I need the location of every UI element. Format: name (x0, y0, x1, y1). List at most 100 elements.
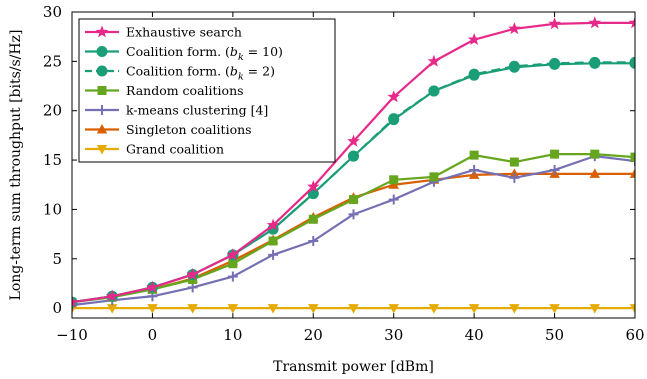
square-marker (550, 149, 560, 159)
series-point (306, 180, 320, 193)
series-point (549, 164, 560, 175)
legend-marker (97, 86, 107, 95)
x-tick-label: 0 (148, 326, 158, 344)
star-marker (146, 280, 159, 293)
legend-marker (96, 65, 108, 77)
legend-marker (97, 105, 107, 115)
triangle-down-marker (549, 304, 560, 314)
legend-label: Grand coalition (126, 142, 224, 157)
series-point (629, 304, 635, 314)
x-tick-label: 60 (625, 326, 644, 344)
series-point (469, 164, 480, 175)
x-tick-label: 10 (223, 326, 242, 344)
legend-item: Exhaustive search (85, 25, 242, 40)
star-marker (186, 267, 199, 280)
star-marker (266, 218, 280, 231)
series-point (268, 249, 279, 260)
y-axis-title: Long-term sum throughput [bits/s/Hz] (8, 30, 24, 301)
plot-frame (71, 11, 636, 319)
circle-marker (468, 69, 480, 81)
circle-marker (549, 58, 561, 70)
square-marker (590, 149, 600, 159)
series-point (147, 304, 158, 314)
legend-item: Singleton coalitions (85, 122, 252, 137)
x-tick-label: 50 (545, 326, 564, 344)
triangle-down-marker (509, 304, 520, 314)
star-marker (467, 32, 481, 46)
legend-label: Coalition form. (bk = 2) (126, 64, 275, 83)
series-point (629, 57, 635, 69)
series-point (589, 168, 600, 178)
triangle-down-marker (348, 304, 359, 314)
triangle-down-marker (96, 145, 108, 155)
series-point (469, 150, 479, 160)
square-marker (97, 86, 107, 95)
series-point (308, 304, 319, 314)
series-point (226, 248, 240, 261)
triangle-down-marker (267, 304, 279, 314)
star-marker (628, 16, 635, 29)
series-point (549, 58, 561, 70)
legend-label: Random coalitions (126, 83, 244, 98)
series-point (629, 168, 635, 178)
y-tick-label: 25 (43, 52, 62, 70)
star-marker (72, 295, 79, 308)
triangle-down-marker (589, 304, 600, 314)
legend-label: Coalition form. (bk = 10) (126, 44, 283, 63)
triangle-down-marker (187, 304, 198, 314)
series-point (348, 209, 359, 220)
series-point (588, 16, 602, 29)
square-marker (630, 152, 635, 162)
series-point (427, 54, 441, 67)
y-tick-label: 0 (52, 299, 62, 317)
series-point (509, 304, 520, 314)
circle-marker (388, 114, 400, 126)
series-point (467, 32, 481, 46)
series-point (428, 304, 440, 314)
legend-item: Coalition form. (bk = 2) (85, 64, 275, 83)
legend: Exhaustive search Coalition form. (bk = 1… (78, 18, 336, 163)
circle-marker (96, 46, 108, 57)
series-point (389, 175, 399, 185)
y-tick-label: 10 (43, 200, 62, 218)
series-point (267, 304, 279, 314)
series-point (428, 85, 440, 97)
circle-marker (428, 85, 440, 97)
series-point (388, 114, 400, 126)
legend-label: k-means clustering [4] (126, 103, 268, 118)
series-point (348, 304, 359, 314)
series-point (268, 236, 278, 246)
series-point (630, 152, 635, 162)
series-point (347, 134, 360, 147)
legend-item: k-means clustering [4] (85, 103, 268, 118)
series-point (187, 304, 198, 314)
series-point (308, 214, 318, 224)
legend-item: Random coalitions (85, 83, 244, 98)
star-marker (226, 248, 240, 261)
triangle-down-marker (629, 304, 635, 314)
series-point (548, 17, 561, 30)
series-1 (72, 16, 635, 308)
series-point (549, 304, 560, 314)
series-point (228, 259, 238, 269)
series-point (388, 304, 399, 314)
y-tick-label: 5 (52, 250, 62, 268)
y-tick-label: 30 (43, 3, 62, 21)
legend-marker (96, 145, 108, 155)
series-point (227, 271, 238, 282)
square-marker (308, 214, 318, 224)
star-marker (387, 90, 401, 103)
series-point (187, 282, 198, 293)
x-tick-label: 20 (304, 326, 323, 344)
x-axis-title: Transmit power [dBm] (273, 359, 434, 375)
series-point (508, 22, 521, 35)
star-marker (427, 54, 441, 67)
star-marker (306, 180, 320, 193)
y-tick-label: 15 (43, 151, 62, 169)
series-point (227, 304, 239, 314)
series-7 (72, 304, 635, 314)
star-marker (588, 16, 602, 29)
series-point (72, 295, 79, 308)
circle-marker (96, 65, 108, 77)
